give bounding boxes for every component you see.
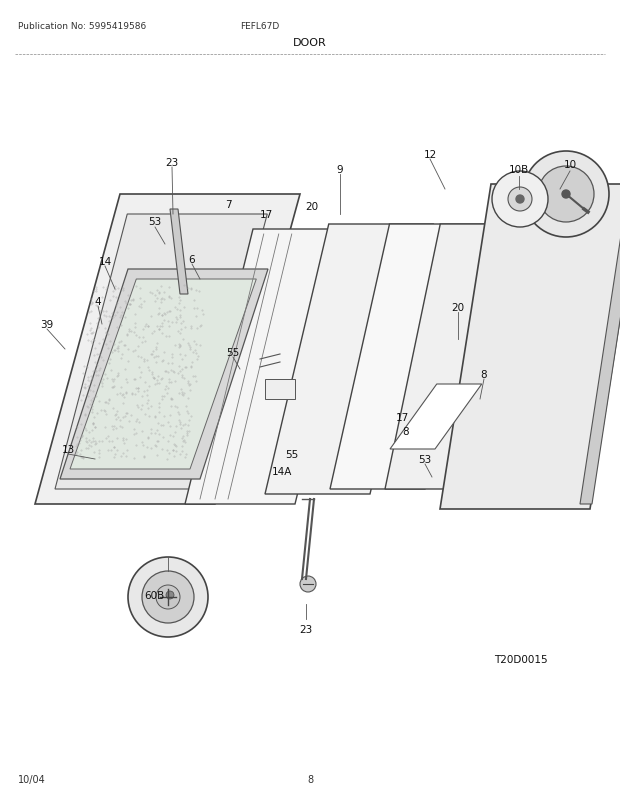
Circle shape <box>492 172 548 228</box>
Text: 55: 55 <box>285 449 299 460</box>
Circle shape <box>538 167 594 223</box>
Circle shape <box>516 196 524 204</box>
Text: 8: 8 <box>402 427 409 436</box>
Text: 20: 20 <box>451 302 464 313</box>
Circle shape <box>128 557 208 638</box>
Text: 60B: 60B <box>144 590 164 600</box>
Polygon shape <box>60 269 268 480</box>
Polygon shape <box>185 229 363 504</box>
Text: T20D0015: T20D0015 <box>494 654 548 664</box>
Text: 12: 12 <box>423 150 436 160</box>
Text: 17: 17 <box>259 210 273 220</box>
Circle shape <box>166 591 174 599</box>
Polygon shape <box>385 225 530 489</box>
Circle shape <box>156 585 180 610</box>
Text: 14A: 14A <box>272 467 292 476</box>
Polygon shape <box>170 210 188 294</box>
Text: 23: 23 <box>299 624 312 634</box>
Polygon shape <box>265 225 434 494</box>
Polygon shape <box>70 280 256 469</box>
Text: 7: 7 <box>224 200 231 210</box>
Text: 10: 10 <box>564 160 577 170</box>
Text: 10B: 10B <box>509 164 529 175</box>
Text: 20: 20 <box>306 202 319 212</box>
Text: 4: 4 <box>95 297 101 306</box>
Circle shape <box>562 191 570 199</box>
Text: 9: 9 <box>337 164 343 175</box>
Text: Publication No: 5995419586: Publication No: 5995419586 <box>18 22 146 31</box>
Circle shape <box>300 577 316 592</box>
Circle shape <box>142 571 194 623</box>
Text: 55: 55 <box>226 347 239 358</box>
Text: 6: 6 <box>188 255 195 265</box>
Text: 10/04: 10/04 <box>18 774 46 784</box>
Text: 14: 14 <box>99 257 112 267</box>
Text: 53: 53 <box>418 455 432 464</box>
Text: 17: 17 <box>396 412 409 423</box>
Polygon shape <box>440 184 620 509</box>
Text: DOOR: DOOR <box>293 38 327 48</box>
Circle shape <box>508 188 532 212</box>
Circle shape <box>523 152 609 237</box>
Text: FEFL67D: FEFL67D <box>240 22 279 31</box>
Polygon shape <box>35 195 300 504</box>
Polygon shape <box>390 384 482 449</box>
Text: 13: 13 <box>61 444 74 455</box>
Text: 39: 39 <box>40 320 53 330</box>
Polygon shape <box>330 225 484 489</box>
Bar <box>265 379 295 399</box>
Text: 23: 23 <box>166 158 179 168</box>
Text: 8: 8 <box>480 370 487 379</box>
Text: 53: 53 <box>148 217 162 227</box>
Text: 8: 8 <box>307 774 313 784</box>
Polygon shape <box>580 210 620 504</box>
Polygon shape <box>55 215 267 489</box>
